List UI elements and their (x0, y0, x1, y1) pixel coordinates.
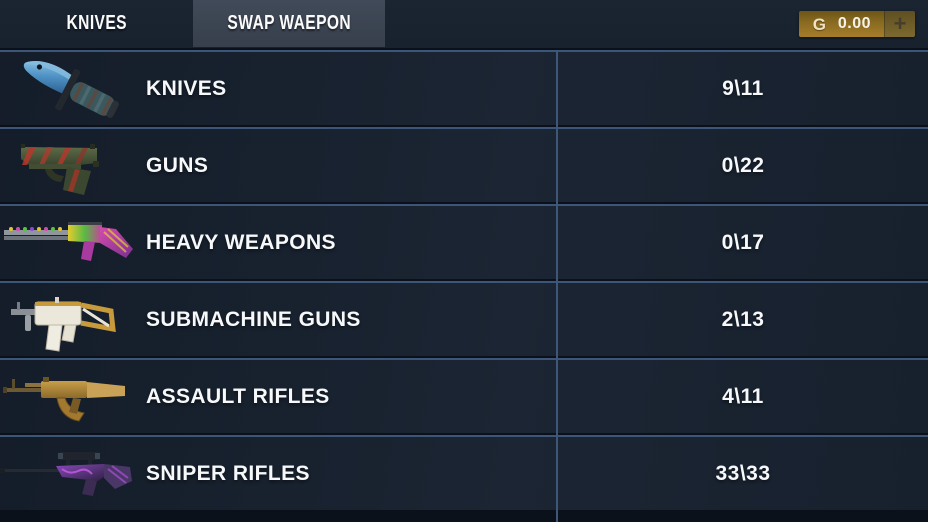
assault-rifle-cell: ASSAULT RIFLES (0, 360, 558, 433)
knife-image-box (0, 52, 140, 125)
tab-swap-weapon-label: SWAP WAEPON (227, 12, 351, 34)
tab-knives[interactable]: KNIVES (0, 0, 193, 47)
category-count: 2\13 (721, 307, 765, 331)
currency-balance-main: G 0.00 (798, 11, 884, 37)
category-row-heavy-weapons[interactable]: HEAVY WEAPONS 0\17 (0, 204, 928, 279)
category-label: ASSAULT RIFLES (146, 384, 330, 408)
category-row-assault-rifles[interactable]: ASSAULT RIFLES 4\11 (0, 358, 928, 433)
category-cell-guns: GUNS (0, 129, 558, 202)
category-cell-heavy-weapons: HEAVY WEAPONS (0, 206, 558, 279)
currency-balance: G 0.00 + (798, 11, 915, 37)
category-count: 9\11 (722, 76, 764, 100)
column-divider (556, 50, 558, 522)
category-label: SUBMACHINE GUNS (146, 307, 361, 331)
category-cell-submachine-guns: SUBMACHINE GUNS (0, 283, 558, 356)
tab-knives-label: KNIVES (66, 12, 127, 34)
weapon-category-table: KNIVES 9\11 (0, 48, 928, 522)
category-row-sniper-rifles[interactable]: SNIPER RIFLES 33\33 (0, 435, 928, 510)
sniper-rifle-cell: SNIPER RIFLES (0, 437, 558, 510)
assault-rifle-image-box (0, 360, 140, 433)
category-count: 0\22 (721, 153, 765, 177)
smg-image-box (0, 283, 140, 356)
smg-icon (11, 296, 116, 352)
sniper-rifle-image-box (0, 437, 140, 510)
knife-icon (23, 60, 119, 118)
category-label: HEAVY WEAPONS (146, 230, 336, 254)
gold-coin-icon: G (812, 14, 826, 34)
category-label: GUNS (146, 153, 209, 177)
shotgun-icon (4, 221, 133, 261)
tab-swap-weapon[interactable]: SWAP WAEPON (193, 0, 385, 47)
pistol-icon (21, 143, 99, 195)
shotgun-image-box (0, 206, 140, 279)
add-funds-button[interactable]: + (884, 11, 915, 37)
pistol-image-box (0, 129, 140, 202)
category-count: 0\17 (721, 230, 765, 254)
category-row-knives[interactable]: KNIVES 9\11 (0, 50, 928, 125)
category-row-submachine-guns[interactable]: SUBMACHINE GUNS 2\13 (0, 281, 928, 356)
category-count: 33\33 (715, 461, 771, 485)
category-label: SNIPER RIFLES (146, 461, 310, 485)
sniper-rifle-icon (0, 451, 132, 496)
category-label: KNIVES (146, 76, 227, 100)
assault-rifle-icon (3, 376, 125, 422)
category-count: 4\11 (722, 384, 764, 408)
top-tab-bar: KNIVES SWAP WAEPON G 0.00 + (0, 0, 928, 48)
category-cell-knives: KNIVES (0, 52, 558, 125)
currency-amount: 0.00 (837, 15, 871, 32)
category-row-guns[interactable]: GUNS 0\22 (0, 127, 928, 202)
